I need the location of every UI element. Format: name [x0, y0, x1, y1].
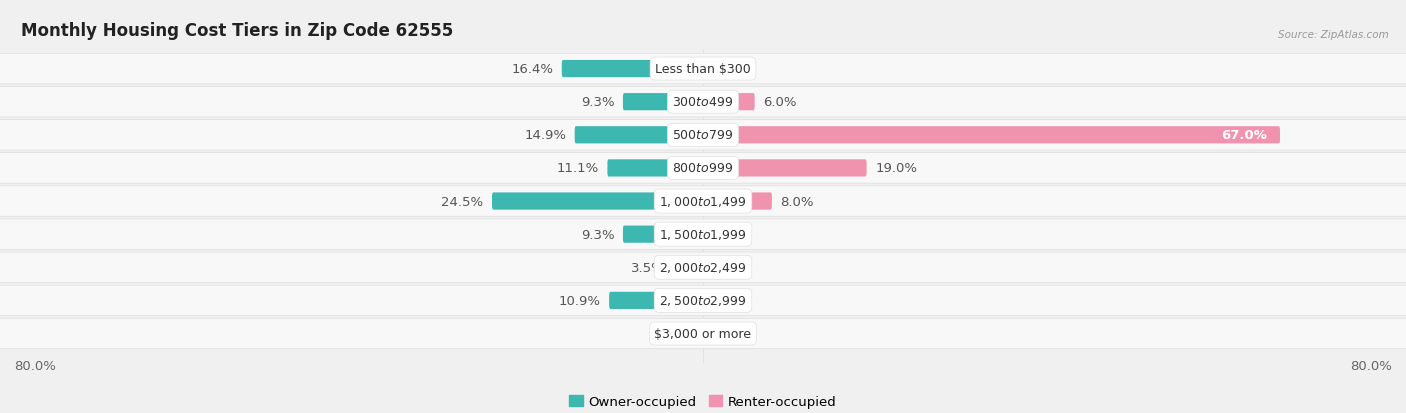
Text: 19.0%: 19.0% — [875, 162, 917, 175]
Text: 80.0%: 80.0% — [1350, 359, 1392, 373]
FancyBboxPatch shape — [607, 160, 703, 177]
Text: 67.0%: 67.0% — [1222, 129, 1267, 142]
Text: 10.9%: 10.9% — [558, 294, 600, 307]
FancyBboxPatch shape — [0, 153, 1406, 184]
Text: 80.0%: 80.0% — [14, 359, 56, 373]
FancyBboxPatch shape — [703, 127, 1279, 144]
Text: $800 to $999: $800 to $999 — [672, 162, 734, 175]
Text: Source: ZipAtlas.com: Source: ZipAtlas.com — [1278, 30, 1389, 40]
FancyBboxPatch shape — [0, 87, 1406, 118]
Text: 0.0%: 0.0% — [657, 327, 690, 340]
FancyBboxPatch shape — [0, 54, 1406, 85]
Text: 9.3%: 9.3% — [581, 228, 614, 241]
Text: 0.0%: 0.0% — [716, 228, 749, 241]
FancyBboxPatch shape — [0, 120, 1406, 151]
Text: 0.0%: 0.0% — [716, 327, 749, 340]
FancyBboxPatch shape — [0, 252, 1406, 283]
Text: 3.5%: 3.5% — [630, 261, 664, 274]
Text: 0.0%: 0.0% — [716, 261, 749, 274]
FancyBboxPatch shape — [623, 94, 703, 111]
Text: $300 to $499: $300 to $499 — [672, 96, 734, 109]
Text: 6.0%: 6.0% — [763, 96, 797, 109]
Text: 11.1%: 11.1% — [557, 162, 599, 175]
FancyBboxPatch shape — [609, 292, 703, 309]
FancyBboxPatch shape — [623, 226, 703, 243]
Text: $1,500 to $1,999: $1,500 to $1,999 — [659, 228, 747, 242]
FancyBboxPatch shape — [562, 61, 703, 78]
FancyBboxPatch shape — [0, 219, 1406, 250]
FancyBboxPatch shape — [0, 318, 1406, 349]
FancyBboxPatch shape — [492, 193, 703, 210]
FancyBboxPatch shape — [575, 127, 703, 144]
FancyBboxPatch shape — [703, 193, 772, 210]
FancyBboxPatch shape — [703, 160, 866, 177]
Text: 0.0%: 0.0% — [716, 294, 749, 307]
Text: $500 to $799: $500 to $799 — [672, 129, 734, 142]
Text: 0.0%: 0.0% — [716, 63, 749, 76]
FancyBboxPatch shape — [703, 94, 755, 111]
FancyBboxPatch shape — [0, 285, 1406, 316]
Text: Less than $300: Less than $300 — [655, 63, 751, 76]
Text: 16.4%: 16.4% — [512, 63, 553, 76]
Text: Monthly Housing Cost Tiers in Zip Code 62555: Monthly Housing Cost Tiers in Zip Code 6… — [21, 22, 453, 40]
Text: $2,000 to $2,499: $2,000 to $2,499 — [659, 261, 747, 275]
FancyBboxPatch shape — [673, 259, 703, 276]
Legend: Owner-occupied, Renter-occupied: Owner-occupied, Renter-occupied — [564, 390, 842, 413]
Text: 8.0%: 8.0% — [780, 195, 814, 208]
Text: 24.5%: 24.5% — [441, 195, 484, 208]
Text: 9.3%: 9.3% — [581, 96, 614, 109]
Text: $2,500 to $2,999: $2,500 to $2,999 — [659, 294, 747, 308]
Text: $3,000 or more: $3,000 or more — [655, 327, 751, 340]
Text: 14.9%: 14.9% — [524, 129, 567, 142]
Text: $1,000 to $1,499: $1,000 to $1,499 — [659, 195, 747, 209]
FancyBboxPatch shape — [0, 186, 1406, 217]
